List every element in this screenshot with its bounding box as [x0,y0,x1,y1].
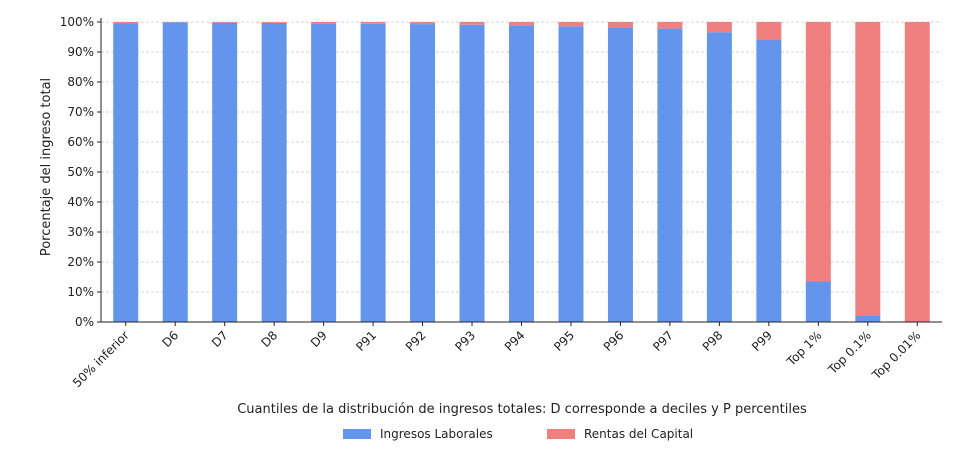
legend-swatch [547,429,575,439]
bar-rentas-del-capital [509,22,534,26]
bar-rentas-del-capital [311,22,337,24]
y-tick-label: 30% [67,225,94,239]
bar-ingresos-laborales [360,23,386,323]
y-axis-title: Porcentaje del ingreso total [39,78,54,256]
x-axis-title: Cuantiles de la distribución de ingresos… [237,402,807,417]
bar-ingresos-laborales [459,24,485,322]
y-tick-label: 80% [67,75,94,89]
bar-rentas-del-capital [459,22,485,25]
x-tick-label: P93 [452,328,478,354]
bar-ingresos-laborales [805,281,831,322]
y-tick-label: 100% [60,15,94,29]
x-tick-label: Top 0.1% [825,328,874,377]
bar-rentas-del-capital [410,22,436,25]
legend-swatch [343,429,371,439]
bar-ingresos-laborales [509,25,534,323]
x-tick-label: P99 [749,328,775,354]
bar-ingresos-laborales [162,22,188,323]
y-tick-label: 20% [67,255,94,269]
x-tick-label: D7 [209,328,231,350]
bar-ingresos-laborales [607,27,633,323]
x-tick-labels: 50% inferior D6 D7 D8 D9 P91 P92 P93 P94 P95 P96 P9… [70,328,923,390]
bar-ingresos-laborales [113,23,139,322]
bar-rentas-del-capital [607,22,633,28]
bar-ingresos-laborales [410,24,436,322]
bar-rentas-del-capital [261,22,287,23]
x-tick-label: P97 [650,328,676,354]
bar-rentas-del-capital [805,22,831,282]
y-tick-label: 0% [75,315,94,329]
bar-rentas-del-capital [558,22,584,27]
bars [113,22,930,323]
x-tick-label: P95 [551,328,577,354]
x-tick-label: D8 [258,328,280,350]
bar-ingresos-laborales [212,22,238,322]
y-tick-label: 60% [67,135,94,149]
x-tick-label: D6 [159,328,181,350]
y-tick-labels: 0% 10% 20% 30% 40% 50% 60% 70% 80% 90% 100% [60,15,94,329]
bar-ingresos-laborales [311,23,337,322]
bar-ingresos-laborales [756,40,782,322]
legend-label: Rentas del Capital [584,427,693,441]
bar-rentas-del-capital [904,22,930,322]
bar-rentas-del-capital [113,22,139,24]
x-tick-label: P91 [353,328,379,354]
bar-rentas-del-capital [360,22,386,24]
axes [97,18,942,326]
legend-label: Ingresos Laborales [380,427,493,441]
x-tick-label: 50% inferior [70,328,132,390]
bar-ingresos-laborales [261,22,287,323]
y-tick-label: 70% [67,105,94,119]
x-tick-label: P96 [601,328,627,354]
y-tick-label: 50% [67,165,94,179]
bar-rentas-del-capital [657,22,683,29]
x-tick-label: D9 [308,328,330,350]
bar-ingresos-laborales [657,28,683,322]
y-tick-label: 40% [67,195,94,209]
bar-rentas-del-capital [212,22,238,23]
bar-ingresos-laborales [558,26,584,322]
bar-rentas-del-capital [756,22,782,40]
bar-ingresos-laborales [706,32,732,322]
bar-rentas-del-capital [855,22,881,316]
x-tick-label: P92 [403,328,429,354]
bar-ingresos-laborales [855,316,881,322]
x-tick-label: Top 1% [783,328,824,369]
y-tick-label: 10% [67,285,94,299]
y-tick-label: 90% [67,45,94,59]
x-tick-label: P98 [700,328,726,354]
x-tick-label: Top 0.01% [869,328,924,383]
legend: Ingresos Laborales Rentas del Capital [343,427,693,441]
bar-rentas-del-capital [706,22,732,33]
x-tick-label: P94 [502,328,528,354]
